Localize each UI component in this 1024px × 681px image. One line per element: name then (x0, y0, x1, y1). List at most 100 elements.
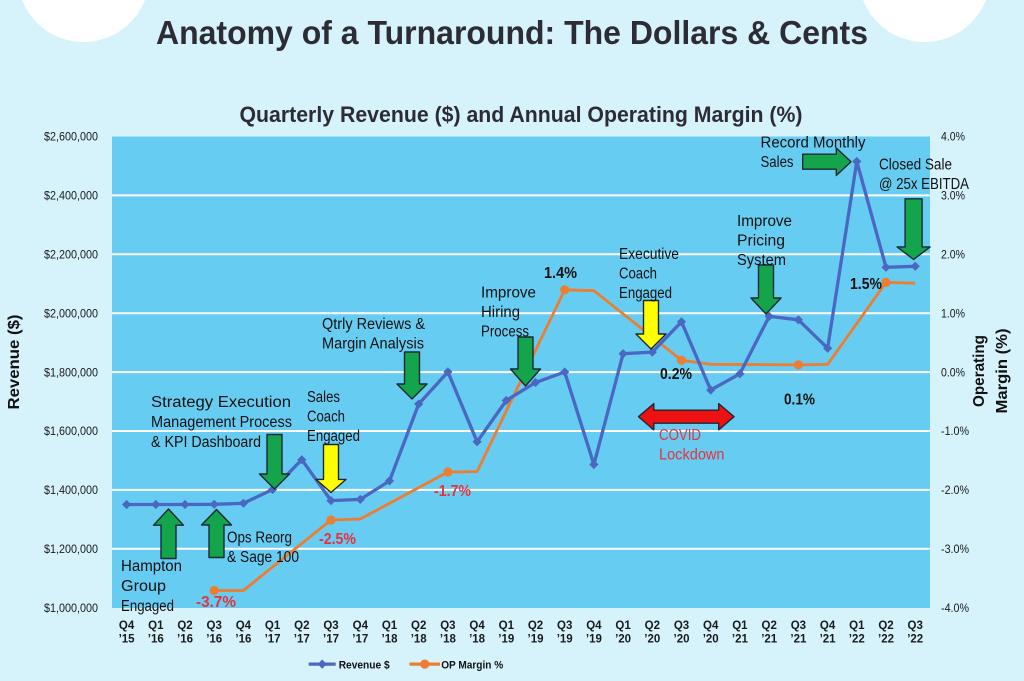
svg-text:Q1: Q1 (148, 620, 164, 632)
svg-text:Ops Reorg: Ops Reorg (227, 530, 292, 547)
svg-text:-1.0%: -1.0% (941, 424, 969, 438)
svg-text:Record Monthly: Record Monthly (761, 135, 866, 152)
svg-text:Anatomy of a Turnaround: The D: Anatomy of a Turnaround: The Dollars & C… (156, 15, 868, 52)
svg-text:Q3: Q3 (323, 620, 338, 632)
svg-text:’16: ’16 (235, 634, 251, 646)
svg-text:Operating: Operating (971, 335, 988, 407)
svg-text:Management Process: Management Process (151, 414, 292, 431)
svg-text:Q2: Q2 (528, 620, 543, 632)
svg-text:Q3: Q3 (908, 620, 923, 632)
svg-text:Q4: Q4 (586, 620, 602, 632)
svg-text:’16: ’16 (206, 634, 222, 646)
svg-text:$1,400,000: $1,400,000 (44, 483, 98, 497)
svg-text:’17: ’17 (323, 634, 339, 646)
svg-text:Q2: Q2 (762, 620, 777, 632)
svg-text:& KPI Dashboard: & KPI Dashboard (151, 434, 261, 451)
svg-text:Pricing: Pricing (737, 232, 785, 249)
svg-text:’20: ’20 (644, 634, 660, 646)
svg-text:Q4: Q4 (703, 620, 719, 632)
svg-text:Lockdown: Lockdown (659, 446, 725, 463)
svg-text:$2,000,000: $2,000,000 (44, 306, 98, 320)
svg-text:-2.0%: -2.0% (941, 483, 969, 497)
svg-text:Coach: Coach (619, 265, 657, 282)
svg-text:’17: ’17 (294, 634, 310, 646)
svg-text:$1,000,000: $1,000,000 (44, 601, 98, 615)
svg-text:Q1: Q1 (732, 620, 748, 632)
svg-text:Engaged: Engaged (619, 285, 672, 302)
svg-text:3.0%: 3.0% (941, 189, 965, 203)
svg-text:Executive: Executive (619, 246, 679, 263)
svg-text:Hiring: Hiring (481, 304, 520, 321)
svg-text:4.0%: 4.0% (941, 130, 965, 144)
svg-text:’21: ’21 (761, 634, 778, 646)
svg-text:’18: ’18 (469, 634, 486, 646)
svg-text:Q4: Q4 (119, 620, 135, 632)
svg-text:’19: ’19 (586, 634, 602, 646)
svg-text:$1,600,000: $1,600,000 (44, 424, 98, 438)
svg-text:’21: ’21 (790, 634, 807, 646)
svg-text:1.0%: 1.0% (941, 306, 965, 320)
svg-text:Sales: Sales (307, 389, 340, 406)
svg-text:Improve: Improve (481, 285, 536, 302)
svg-text:System: System (737, 252, 786, 269)
svg-text:Q1: Q1 (265, 620, 281, 632)
svg-text:Q4: Q4 (353, 620, 369, 632)
svg-text:-3.7%: -3.7% (196, 594, 236, 611)
svg-text:’19: ’19 (528, 634, 544, 646)
svg-text:Sales: Sales (761, 154, 794, 171)
svg-text:Q2: Q2 (294, 620, 309, 632)
svg-text:1.5%: 1.5% (850, 276, 882, 293)
svg-text:0.1%: 0.1% (784, 392, 815, 409)
svg-text:Engaged: Engaged (307, 428, 360, 445)
svg-text:Margin Analysis: Margin Analysis (322, 335, 424, 352)
svg-text:Q3: Q3 (557, 620, 572, 632)
svg-text:’21: ’21 (732, 634, 749, 646)
svg-text:Q4: Q4 (820, 620, 836, 632)
svg-text:-3.0%: -3.0% (941, 542, 969, 556)
svg-text:-2.5%: -2.5% (319, 531, 356, 548)
svg-text:Q3: Q3 (674, 620, 689, 632)
svg-text:’22: ’22 (907, 634, 923, 646)
svg-text:Q3: Q3 (791, 620, 806, 632)
svg-text:’22: ’22 (878, 634, 894, 646)
svg-text:’22: ’22 (849, 634, 865, 646)
svg-text:$2,200,000: $2,200,000 (44, 248, 98, 262)
svg-text:’19: ’19 (498, 634, 514, 646)
svg-text:$2,600,000: $2,600,000 (44, 130, 98, 144)
svg-text:’20: ’20 (615, 634, 631, 646)
svg-text:Q1: Q1 (499, 620, 515, 632)
svg-text:’17: ’17 (352, 634, 368, 646)
svg-text:Q4: Q4 (236, 620, 252, 632)
svg-text:Improve: Improve (737, 213, 792, 230)
svg-text:Q1: Q1 (849, 620, 865, 632)
svg-text:’17: ’17 (265, 634, 281, 646)
svg-text:2.0%: 2.0% (941, 248, 965, 262)
svg-text:0.0%: 0.0% (941, 365, 965, 379)
svg-text:Strategy Execution: Strategy Execution (151, 394, 291, 411)
svg-text:0.2%: 0.2% (660, 366, 692, 383)
svg-text:$1,800,000: $1,800,000 (44, 365, 98, 379)
svg-text:Q2: Q2 (411, 620, 426, 632)
svg-text:Process: Process (481, 323, 529, 340)
svg-text:’18: ’18 (440, 634, 457, 646)
svg-text:COVID: COVID (659, 427, 701, 444)
svg-text:Group: Group (121, 578, 166, 595)
svg-text:Quarterly Revenue ($) and Annu: Quarterly Revenue ($) and Annual Operati… (240, 102, 803, 127)
svg-text:-1.7%: -1.7% (434, 483, 471, 500)
svg-text:1.4%: 1.4% (544, 265, 577, 282)
svg-text:Revenue $: Revenue $ (339, 659, 391, 671)
svg-text:Q3: Q3 (440, 620, 455, 632)
svg-text:’18: ’18 (382, 634, 399, 646)
svg-text:Q2: Q2 (177, 620, 192, 632)
svg-text:’18: ’18 (411, 634, 428, 646)
svg-text:’21: ’21 (820, 634, 837, 646)
svg-text:$2,400,000: $2,400,000 (44, 189, 98, 203)
svg-text:’16: ’16 (177, 634, 193, 646)
svg-text:’19: ’19 (557, 634, 573, 646)
svg-text:’15: ’15 (119, 634, 136, 646)
svg-text:-4.0%: -4.0% (941, 601, 969, 615)
svg-text:@ 25x EBITDA: @ 25x EBITDA (879, 176, 970, 193)
svg-text:Q3: Q3 (207, 620, 222, 632)
svg-text:Revenue ($): Revenue ($) (6, 315, 23, 410)
svg-text:$1,200,000: $1,200,000 (44, 542, 98, 556)
